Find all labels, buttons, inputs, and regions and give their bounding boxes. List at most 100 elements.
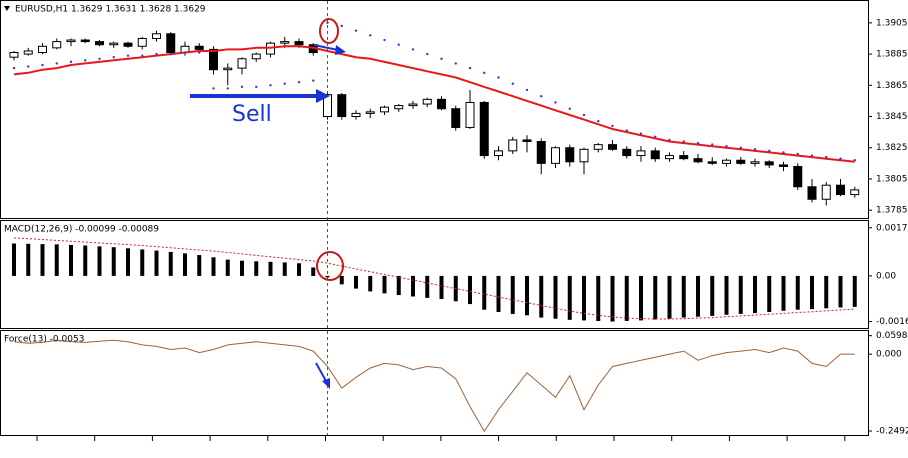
sar-dot [582,113,586,117]
arrow [313,44,339,51]
histogram-bar [225,259,230,276]
sar-dot [326,21,329,25]
candle-body [209,48,218,71]
histogram-bar [510,275,515,314]
histogram-bar [496,275,501,312]
y-tick-label: 1.3905 [876,18,908,28]
histogram-bar [154,250,159,276]
sar-dot [753,148,757,151]
histogram-bar [83,245,88,276]
candle-body [194,45,204,50]
candle-body [722,159,731,164]
sar-dot [497,76,500,79]
y-tick-label: -0.00162 [876,317,908,327]
candle-body [52,41,62,49]
histogram-bar [795,275,800,310]
annotations: Sell EURUSD,H1 1.3629 1.3631 1.3628 1.36… [4,5,346,389]
candle-body [280,41,290,44]
arrow [315,362,327,382]
plot: 1.3905 1.3885 1.3865 1.3845 1.3825 1.3805 1.37… [9,1,908,437]
candle-body [365,111,375,114]
sar-dot [269,84,272,87]
highlight-circle [316,251,344,281]
sar-dot [668,138,671,142]
histogram-bar [26,243,31,276]
arrow-head [335,45,346,55]
candle-body [237,58,247,69]
candle-body [836,184,845,196]
sell-label: Sell [232,102,272,127]
histogram-bar [12,243,16,276]
sar-dot [568,107,571,110]
histogram-bar [40,244,45,276]
histogram-bar [425,275,430,298]
y-tick-label: 1.3885 [876,50,908,60]
histogram-bar [482,275,487,310]
sar-dot [411,48,415,51]
histogram-bar [111,247,116,276]
sar-dot [397,43,400,46]
histogram-bar [639,275,643,321]
histogram-bar [753,275,757,314]
sar-dot [468,66,472,70]
sar-dot [12,66,16,70]
candle-body [793,165,803,188]
sar-dot [839,157,842,160]
sar-dot [240,85,244,89]
histogram-bar [197,255,202,276]
candle-body [736,159,746,164]
histogram-bar [681,275,686,318]
sar-dot [255,85,258,89]
candle-body [408,103,418,107]
y-tick-label: 0.00171 [876,223,908,233]
sar-dot [69,60,73,64]
arrow-head [322,378,330,389]
histogram-bar [211,257,216,276]
histogram-bar [54,244,59,276]
histogram-bar [653,275,658,320]
histogram-bar [696,275,700,317]
pane-title: EURUSD,H1 1.3629 1.3631 1.3628 1.3629 [15,5,206,15]
candle-body [508,139,518,152]
candle-body [565,147,575,163]
sar-dot [112,56,115,59]
sar-dot [155,52,158,56]
sar-dot [853,159,856,162]
candle-body [394,105,404,110]
candle-body [380,106,389,113]
sar-dot [383,38,386,42]
sar-dot [810,154,814,157]
histogram-bar [396,275,401,296]
y-tick-label: 1.3825 [876,143,908,153]
histogram-bar [667,275,672,319]
candle-body [764,161,774,166]
signal-line [13,237,855,320]
candle-body [551,147,560,164]
sar-dot [426,52,429,56]
histogram-bar [610,275,615,322]
candle-body [593,144,603,150]
sar-dot [198,51,201,54]
candle-body [850,189,860,196]
sar-dot [41,63,44,67]
candle-body [636,150,646,157]
highlight-circle [319,18,339,44]
histogram-bar [183,253,187,276]
sar-dot [511,82,514,85]
candle-body [38,45,47,54]
candle-body [351,112,361,118]
sar-dot [183,51,187,54]
candle-body [95,41,104,46]
candle-body [579,148,589,163]
histogram-bar [824,275,829,309]
force-pane [0,330,869,436]
candle-body [750,161,760,164]
sar-dot [625,129,628,132]
candle-body [707,161,717,164]
sar-dot [597,120,600,123]
histogram-bar [97,246,102,276]
candle-body [80,39,90,43]
sar-dot [212,87,215,90]
histogram-bar [297,263,301,276]
